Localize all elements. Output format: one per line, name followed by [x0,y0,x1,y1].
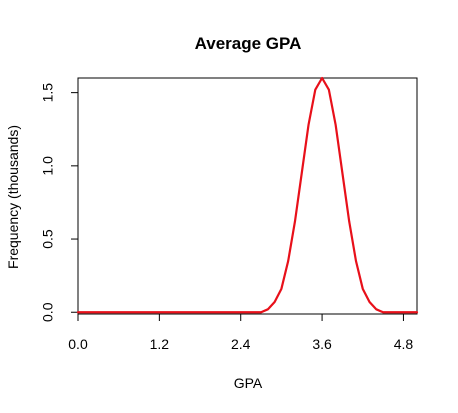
x-tick-label: 3.6 [312,336,332,352]
y-axis: 0.0 0.5 1.0 1.5 [40,83,79,322]
x-axis-title: GPA [234,375,263,391]
chart-title: Average GPA [195,34,302,53]
series-layer [76,76,419,314]
x-tick-label: 4.8 [394,336,414,352]
y-tick-label: 1.5 [40,83,56,103]
x-tick-label: 0.0 [68,336,88,352]
x-tick-label: 2.4 [231,336,251,352]
x-axis: 0.0 1.2 2.4 3.6 4.8 [68,313,414,352]
y-tick-label: 0.0 [40,302,56,322]
y-axis-title: Frequency (thousands) [5,125,21,269]
series-line-0 [76,76,419,314]
y-tick-label: 1.0 [40,156,56,176]
plot-frame [77,77,418,315]
y-tick-label: 0.5 [40,229,56,249]
x-tick-label: 1.2 [150,336,170,352]
